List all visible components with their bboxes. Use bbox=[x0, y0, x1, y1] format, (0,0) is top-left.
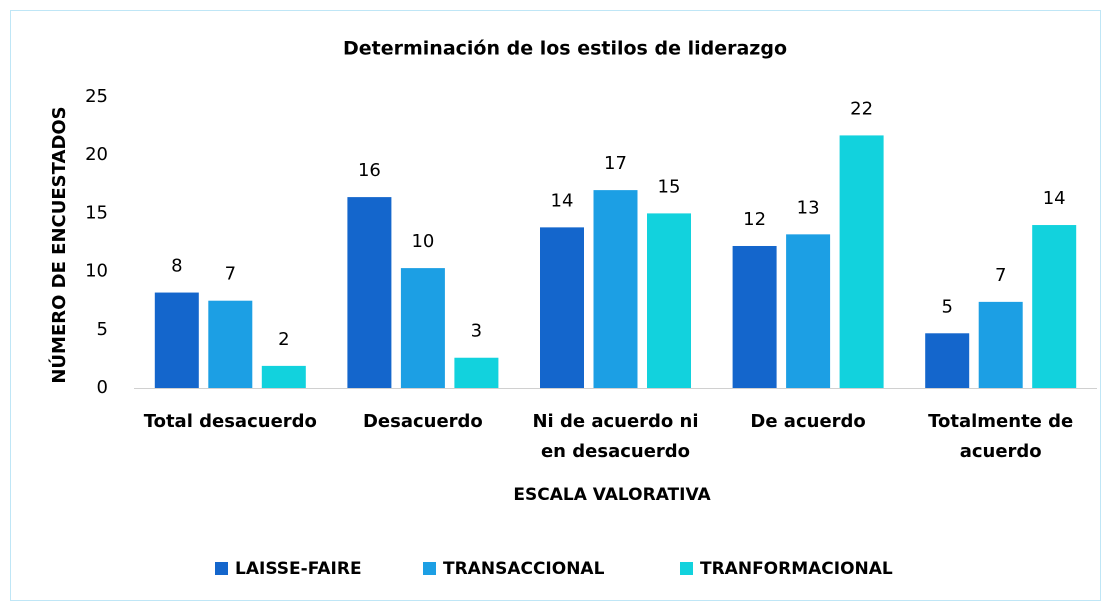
data-label: 14 bbox=[551, 190, 574, 211]
y-tick-label: 0 bbox=[97, 377, 108, 398]
data-label: 15 bbox=[658, 176, 681, 197]
bar bbox=[593, 190, 638, 388]
x-tick-label: Ni de acuerdo ni en desacuerdo bbox=[532, 411, 699, 462]
data-label: 5 bbox=[941, 296, 952, 317]
data-label: 7 bbox=[225, 264, 236, 285]
legend-label: TRANFORMACIONAL bbox=[700, 559, 893, 579]
data-label: 13 bbox=[797, 197, 820, 218]
legend-swatch bbox=[423, 562, 436, 575]
y-tick-label: 5 bbox=[97, 319, 108, 340]
x-tick-label: Desacuerdo bbox=[362, 411, 483, 432]
bar bbox=[647, 213, 691, 388]
data-label: 12 bbox=[743, 209, 766, 230]
x-axis-title: ESCALA VALORATIVA bbox=[513, 485, 711, 505]
bar bbox=[925, 333, 970, 388]
data-label: 14 bbox=[1043, 188, 1066, 209]
bar bbox=[786, 234, 831, 388]
data-label: 10 bbox=[411, 231, 434, 252]
bar bbox=[839, 135, 884, 388]
bar bbox=[1032, 225, 1077, 388]
y-axis-title: NÚMERO DE ENCUESTADOS bbox=[48, 106, 70, 383]
legend-label: LAISSE-FAIRE bbox=[235, 559, 362, 579]
y-tick-label: 15 bbox=[85, 202, 108, 223]
data-label: 3 bbox=[471, 321, 482, 342]
bar bbox=[454, 357, 499, 388]
y-tick-label: 20 bbox=[85, 144, 108, 165]
chart-title: Determinación de los estilos de liderazg… bbox=[343, 38, 787, 60]
legend-label: TRANSACCIONAL bbox=[443, 559, 605, 579]
data-label: 16 bbox=[358, 160, 381, 181]
bar bbox=[208, 300, 253, 388]
legend-swatch bbox=[215, 562, 228, 575]
bar bbox=[261, 365, 306, 388]
data-label: 22 bbox=[850, 98, 873, 119]
bar bbox=[347, 197, 392, 388]
y-tick-label: 10 bbox=[85, 261, 108, 282]
data-label: 17 bbox=[604, 153, 627, 174]
bar bbox=[540, 227, 584, 388]
legend-swatch bbox=[680, 562, 693, 575]
bar bbox=[978, 301, 1023, 388]
data-label: 8 bbox=[171, 256, 182, 277]
data-label: 2 bbox=[278, 329, 289, 350]
bar bbox=[400, 268, 445, 388]
x-tick-label: Total desacuerdo bbox=[143, 411, 317, 432]
x-tick-label: De acuerdo bbox=[750, 411, 866, 432]
x-tick-label: Totalmente de acuerdo bbox=[928, 411, 1074, 462]
y-tick-label: 25 bbox=[85, 86, 108, 107]
data-label: 7 bbox=[995, 265, 1006, 286]
bar bbox=[732, 245, 777, 388]
bar bbox=[154, 292, 199, 388]
